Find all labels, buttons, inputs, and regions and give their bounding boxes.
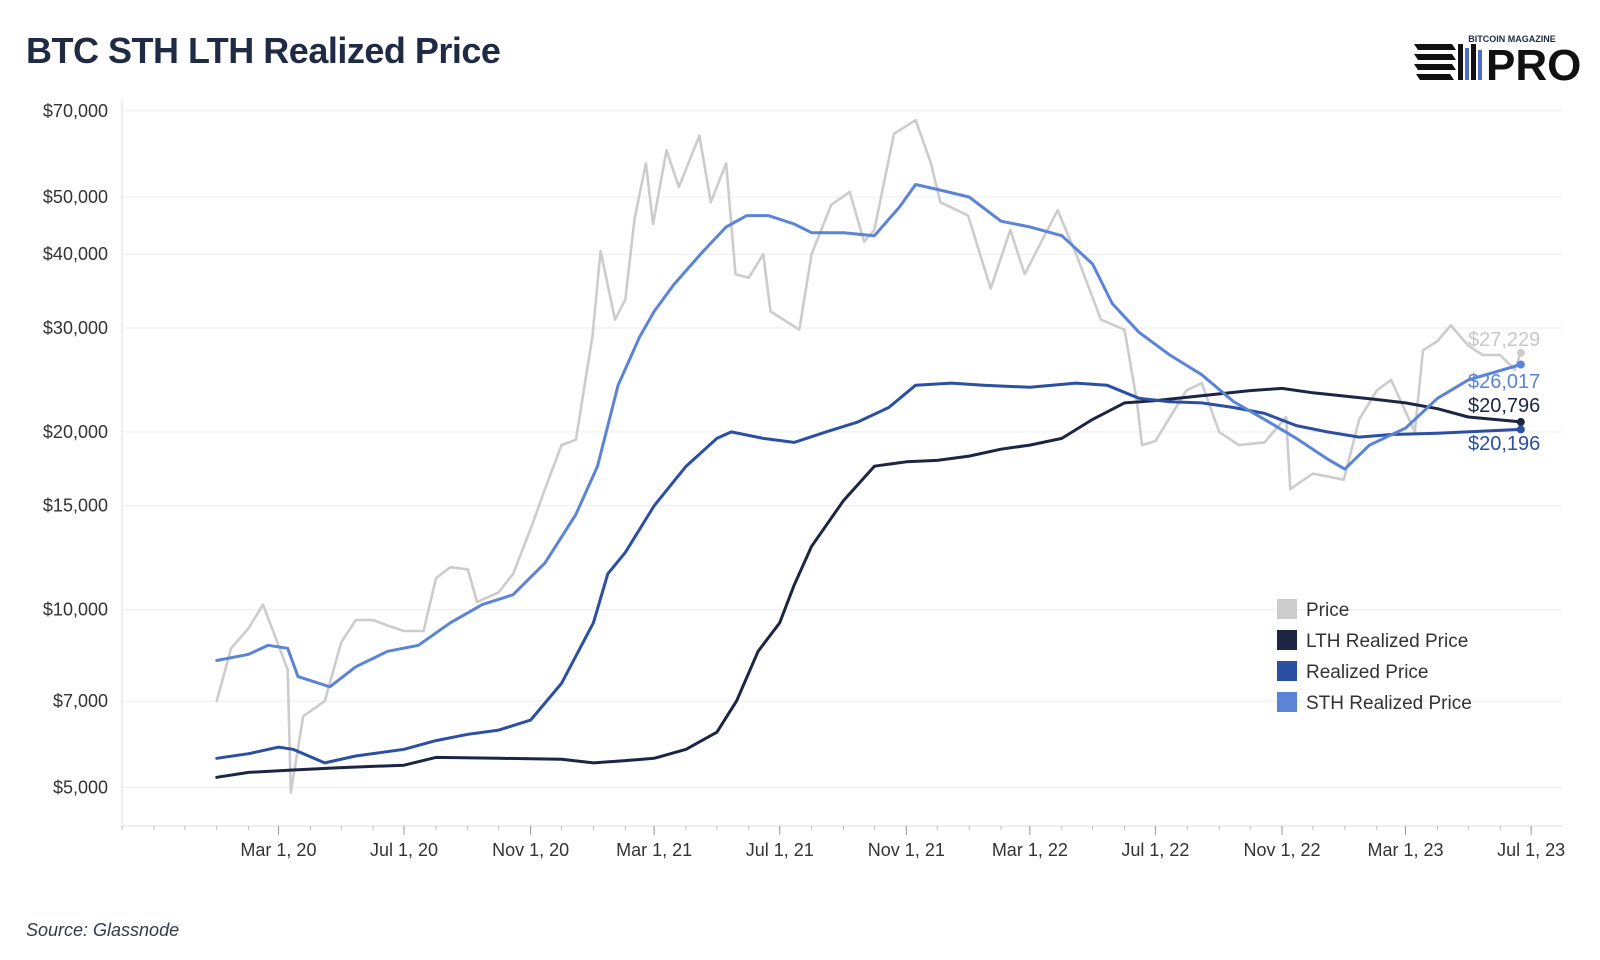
x-tick-label: Jul 1, 22 bbox=[1121, 840, 1189, 860]
series-line-realized-price bbox=[215, 381, 1523, 765]
logo-main-text: PRO bbox=[1486, 41, 1581, 88]
end-labels: $27,229 $20,796 $20,196 $26,017 bbox=[1468, 329, 1540, 455]
x-tick-label: Mar 1, 20 bbox=[240, 840, 316, 860]
y-tick-label: $20,000 bbox=[43, 422, 108, 442]
x-tick-label: Mar 1, 23 bbox=[1368, 840, 1444, 860]
legend: Price LTH Realized Price Realized Price STH… bbox=[1277, 599, 1472, 714]
y-tick-label: $15,000 bbox=[43, 496, 108, 516]
y-tick-label: $40,000 bbox=[43, 244, 108, 264]
x-tick-label: Jul 1, 21 bbox=[746, 840, 814, 860]
series-end-dot bbox=[1516, 348, 1525, 357]
chart-title: BTC STH LTH Realized Price bbox=[26, 30, 501, 71]
end-label-realized-price: $20,196 bbox=[1468, 433, 1540, 455]
series-line-lth-realized-price bbox=[215, 386, 1523, 779]
legend-swatch bbox=[1277, 630, 1297, 650]
logo-top-text: BITCOIN MAGAZINE bbox=[1468, 34, 1556, 44]
series-line-price bbox=[215, 118, 1523, 794]
x-tick-label: Mar 1, 21 bbox=[616, 840, 692, 860]
legend-swatch bbox=[1277, 599, 1297, 619]
x-tick-label: Jul 1, 23 bbox=[1497, 840, 1565, 860]
end-label-price: $27,229 bbox=[1468, 329, 1540, 351]
y-tick-label: $7,000 bbox=[53, 691, 108, 711]
y-tick-label: $30,000 bbox=[43, 318, 108, 338]
source-note: Source: Glassnode bbox=[26, 920, 180, 940]
y-tick-label: $50,000 bbox=[43, 187, 108, 207]
series-end-dot bbox=[1516, 360, 1525, 369]
y-tick-label: $10,000 bbox=[43, 600, 108, 620]
legend-label: Realized Price bbox=[1306, 662, 1429, 683]
y-tick-label: $70,000 bbox=[43, 101, 108, 121]
legend-label: STH Realized Price bbox=[1306, 693, 1472, 714]
axes: $5,000 $7,000 $10,000 $15,000 $20,000 $30,000… bbox=[43, 100, 1565, 860]
series-end-dot bbox=[1516, 417, 1525, 426]
x-tick-label: Mar 1, 22 bbox=[992, 840, 1068, 860]
legend-label: Price bbox=[1306, 600, 1349, 621]
end-label-lth-realized-price: $20,796 bbox=[1468, 395, 1540, 417]
x-tick-label: Nov 1, 22 bbox=[1244, 840, 1321, 860]
bitcoin-magazine-pro-logo: BITCOIN MAGAZINE PRO bbox=[1414, 34, 1581, 88]
series-end-dot bbox=[1516, 425, 1525, 434]
series-lines bbox=[215, 118, 1525, 794]
end-label-sth-realized-price: $26,017 bbox=[1468, 371, 1540, 393]
x-tick-label: Nov 1, 20 bbox=[492, 840, 569, 860]
legend-swatch bbox=[1277, 692, 1297, 712]
legend-swatch bbox=[1277, 661, 1297, 681]
series-line-sth-realized-price bbox=[215, 183, 1523, 689]
x-tick-label: Nov 1, 21 bbox=[868, 840, 945, 860]
x-tick-label: Jul 1, 20 bbox=[370, 840, 438, 860]
legend-label: LTH Realized Price bbox=[1306, 631, 1468, 652]
grid-lines bbox=[122, 110, 1562, 788]
y-tick-label: $5,000 bbox=[53, 777, 108, 797]
logo-stripes-icon bbox=[1414, 44, 1482, 80]
